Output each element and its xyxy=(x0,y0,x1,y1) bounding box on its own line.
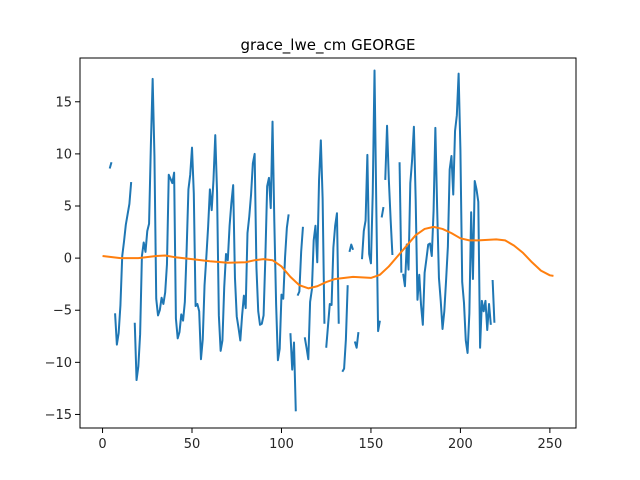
raw-series-line-segment-5 xyxy=(303,139,326,361)
smoothed-series-line-0 xyxy=(102,225,554,290)
raw-series-line-segment-6 xyxy=(325,212,340,348)
raw-series-line-segment-3 xyxy=(289,333,297,412)
y-tick-label: 5 xyxy=(64,200,72,215)
y-tick-label: 0 xyxy=(64,252,72,267)
chart-title: grace_lwe_cm GEORGE xyxy=(240,36,415,55)
raw-series-line-segment-4 xyxy=(296,226,304,297)
raw-series-line-segment-10 xyxy=(361,69,381,333)
x-tick-label: 150 xyxy=(359,437,384,452)
raw-series-line-segment-8 xyxy=(348,243,354,253)
raw-series-line-segment-9 xyxy=(353,331,360,349)
raw-series-line-segment-12 xyxy=(384,124,394,256)
raw-series-line-segment-13 xyxy=(398,162,403,273)
x-tick-label: 200 xyxy=(448,437,473,452)
x-tick-label: 250 xyxy=(537,437,562,452)
raw-series-line-segment-11 xyxy=(380,206,385,218)
y-axis-ticks: −15 −10 −5 0 5 10 15 xyxy=(45,95,80,423)
raw-series-line-segment-14 xyxy=(402,72,492,354)
y-tick-label: 10 xyxy=(55,147,72,162)
plot-lines xyxy=(102,69,554,412)
x-axis-ticks: 0 50 100 150 200 250 xyxy=(98,428,562,452)
raw-series-line-segment-7 xyxy=(341,285,349,373)
plot-frame xyxy=(79,57,577,429)
raw-series-line-segment-15 xyxy=(491,279,496,323)
y-tick-label: −5 xyxy=(53,304,72,319)
x-tick-label: 100 xyxy=(269,437,294,452)
raw-series-line-segment-0 xyxy=(108,161,113,169)
y-tick-label: −10 xyxy=(45,356,72,371)
x-tick-label: 50 xyxy=(184,437,201,452)
raw-series-line-segment-2 xyxy=(133,77,290,382)
raw-series-line-segment-1 xyxy=(114,181,133,346)
x-tick-label: 0 xyxy=(98,437,106,452)
y-tick-label: −15 xyxy=(45,408,72,423)
y-tick-label: 15 xyxy=(55,95,72,110)
